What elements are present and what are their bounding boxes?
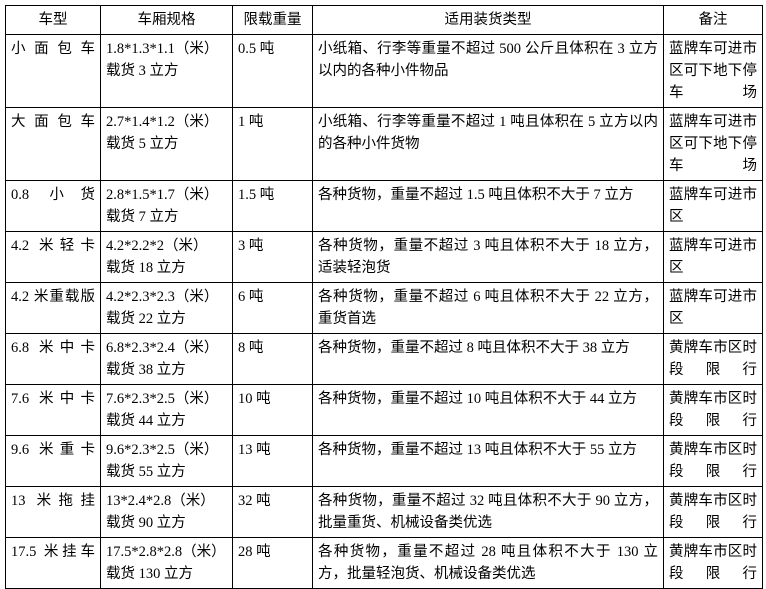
cell-remark: 黄牌车市区时段限行 <box>663 486 763 538</box>
cell-remark: 蓝牌车可进市区可下地下停车场 <box>663 107 763 181</box>
table-row: 大面包车 2.7*1.4*1.2（米） 载货 5 立方 1 吨 小纸箱、行李等重量… <box>5 107 763 181</box>
cell-cargo-type: 各种货物，重量不超过 3 吨且体积不大于 18 立方，适装轻泡货 <box>312 231 664 283</box>
spec-volume: 载货 5 立方 <box>106 136 179 152</box>
cell-cargo-type: 各种货物，重量不超过 13 吨且体积不大于 55 立方 <box>312 435 664 487</box>
spec-volume: 载货 44 立方 <box>106 413 186 429</box>
spec-dimensions: 9.6*2.3*2.5（米） <box>106 442 219 458</box>
cell-vehicle-model: 17.5 米挂车 <box>5 537 101 589</box>
column-header-cargo-type: 适用装货类型 <box>312 5 664 35</box>
spec-volume: 载货 3 立方 <box>106 63 179 79</box>
spec-dimensions: 4.2*2.2*2（米） <box>106 238 208 254</box>
cell-load-limit: 1.5 吨 <box>232 180 313 232</box>
table-row: 7.6 米中卡 7.6*2.3*2.5（米） 载货 44 立方 10 吨 各种货物… <box>5 384 763 436</box>
table-row: 6.8 米中卡 6.8*2.3*2.4（米） 载货 38 立方 8 吨 各种货物，… <box>5 333 763 385</box>
vehicle-specification-table: 车型 车厢规格 限载重量 适用装货类型 备注 小面包车 1.8*1.3*1.1（… <box>5 5 763 589</box>
cell-cargo-type: 小纸箱、行李等重量不超过 1 吨且体积在 5 立方以内的各种小件货物 <box>312 107 664 181</box>
cell-compartment-spec: 17.5*2.8*2.8（米） 载货 130 立方 <box>100 537 233 589</box>
table-row: 0.8 小货 2.8*1.5*1.7（米） 载货 7 立方 1.5 吨 各种货物，… <box>5 180 763 232</box>
cell-remark: 蓝牌车可进市区 <box>663 231 763 283</box>
cell-load-limit: 6 吨 <box>232 282 313 334</box>
spec-volume: 载货 22 立方 <box>106 311 186 327</box>
cell-vehicle-model: 小面包车 <box>5 34 101 108</box>
cell-compartment-spec: 6.8*2.3*2.4（米） 载货 38 立方 <box>100 333 233 385</box>
table-row: 17.5 米挂车 17.5*2.8*2.8（米） 载货 130 立方 28 吨 各… <box>5 537 763 589</box>
cell-vehicle-model: 13 米拖挂 <box>5 486 101 538</box>
spec-dimensions: 7.6*2.3*2.5（米） <box>106 391 219 407</box>
cell-compartment-spec: 7.6*2.3*2.5（米） 载货 44 立方 <box>100 384 233 436</box>
cell-compartment-spec: 13*2.4*2.8（米） 载货 90 立方 <box>100 486 233 538</box>
cell-load-limit: 1 吨 <box>232 107 313 181</box>
table-row: 9.6 米重卡 9.6*2.3*2.5（米） 载货 55 立方 13 吨 各种货物… <box>5 435 763 487</box>
cell-cargo-type: 小纸箱、行李等重量不超过 500 公斤且体积在 3 立方以内的各种小件物品 <box>312 34 664 108</box>
cell-remark: 黄牌车市区时段限行 <box>663 333 763 385</box>
table-row: 4.2 米重载版 4.2*2.3*2.3（米） 载货 22 立方 6 吨 各种货物… <box>5 282 763 334</box>
cell-load-limit: 3 吨 <box>232 231 313 283</box>
column-header-vehicle-model: 车型 <box>5 5 101 35</box>
cell-cargo-type: 各种货物，重量不超过 8 吨且体积不大于 38 立方 <box>312 333 664 385</box>
cell-load-limit: 8 吨 <box>232 333 313 385</box>
cell-vehicle-model: 7.6 米中卡 <box>5 384 101 436</box>
cell-remark: 黄牌车市区时段限行 <box>663 384 763 436</box>
table-header-row: 车型 车厢规格 限载重量 适用装货类型 备注 <box>5 5 763 35</box>
table-row: 13 米拖挂 13*2.4*2.8（米） 载货 90 立方 32 吨 各种货物，重… <box>5 486 763 538</box>
spec-volume: 载货 18 立方 <box>106 260 186 276</box>
cell-cargo-type: 各种货物，重量不超过 10 吨且体积不大于 44 立方 <box>312 384 664 436</box>
cell-compartment-spec: 9.6*2.3*2.5（米） 载货 55 立方 <box>100 435 233 487</box>
cell-vehicle-model: 大面包车 <box>5 107 101 181</box>
spec-dimensions: 17.5*2.8*2.8（米） <box>106 544 226 560</box>
spec-volume: 载货 55 立方 <box>106 464 186 480</box>
table-body: 小面包车 1.8*1.3*1.1（米） 载货 3 立方 0.5 吨 小纸箱、行李等… <box>5 34 763 589</box>
spec-volume: 载货 7 立方 <box>106 209 179 225</box>
column-header-load-limit: 限载重量 <box>232 5 313 35</box>
cell-remark: 蓝牌车可进市区 <box>663 180 763 232</box>
cell-vehicle-model: 4.2 米重载版 <box>5 282 101 334</box>
cell-compartment-spec: 1.8*1.3*1.1（米） 载货 3 立方 <box>100 34 233 108</box>
spec-dimensions: 1.8*1.3*1.1（米） <box>106 41 219 57</box>
cell-compartment-spec: 2.8*1.5*1.7（米） 载货 7 立方 <box>100 180 233 232</box>
cell-cargo-type: 各种货物，重量不超过 28 吨且体积不大于 130 立方，批量轻泡货、机械设备类… <box>312 537 664 589</box>
cell-remark: 蓝牌车可进市区可下地下停车场 <box>663 34 763 108</box>
cell-vehicle-model: 9.6 米重卡 <box>5 435 101 487</box>
cell-load-limit: 32 吨 <box>232 486 313 538</box>
cell-load-limit: 0.5 吨 <box>232 34 313 108</box>
cell-vehicle-model: 0.8 小货 <box>5 180 101 232</box>
spec-dimensions: 2.8*1.5*1.7（米） <box>106 187 219 203</box>
column-header-remark: 备注 <box>663 5 763 35</box>
cell-load-limit: 10 吨 <box>232 384 313 436</box>
spec-volume: 载货 130 立方 <box>106 566 193 582</box>
spec-dimensions: 2.7*1.4*1.2（米） <box>106 114 219 130</box>
cell-compartment-spec: 4.2*2.2*2（米） 载货 18 立方 <box>100 231 233 283</box>
cell-cargo-type: 各种货物，重量不超过 6 吨且体积不大于 22 立方，重货首选 <box>312 282 664 334</box>
cell-vehicle-model: 6.8 米中卡 <box>5 333 101 385</box>
cell-load-limit: 13 吨 <box>232 435 313 487</box>
column-header-compartment-spec: 车厢规格 <box>100 5 233 35</box>
table-row: 小面包车 1.8*1.3*1.1（米） 载货 3 立方 0.5 吨 小纸箱、行李等… <box>5 34 763 108</box>
cell-cargo-type: 各种货物，重量不超过 1.5 吨且体积不大于 7 立方 <box>312 180 664 232</box>
page-root: 车型 车厢规格 限载重量 适用装货类型 备注 小面包车 1.8*1.3*1.1（… <box>5 5 763 589</box>
spec-dimensions: 13*2.4*2.8（米） <box>106 493 215 509</box>
cell-compartment-spec: 4.2*2.3*2.3（米） 载货 22 立方 <box>100 282 233 334</box>
cell-vehicle-model: 4.2 米轻卡 <box>5 231 101 283</box>
cell-cargo-type: 各种货物，重量不超过 32 吨且体积不大于 90 立方，批量重货、机械设备类优选 <box>312 486 664 538</box>
cell-compartment-spec: 2.7*1.4*1.2（米） 载货 5 立方 <box>100 107 233 181</box>
spec-volume: 载货 90 立方 <box>106 515 186 531</box>
cell-remark: 蓝牌车可进市区 <box>663 282 763 334</box>
table-header: 车型 车厢规格 限载重量 适用装货类型 备注 <box>5 5 763 35</box>
spec-dimensions: 4.2*2.3*2.3（米） <box>106 289 219 305</box>
spec-dimensions: 6.8*2.3*2.4（米） <box>106 340 219 356</box>
spec-volume: 载货 38 立方 <box>106 362 186 378</box>
cell-remark: 黄牌车市区时段限行 <box>663 435 763 487</box>
cell-load-limit: 28 吨 <box>232 537 313 589</box>
table-row: 4.2 米轻卡 4.2*2.2*2（米） 载货 18 立方 3 吨 各种货物，重量… <box>5 231 763 283</box>
cell-remark: 黄牌车市区时段限行 <box>663 537 763 589</box>
